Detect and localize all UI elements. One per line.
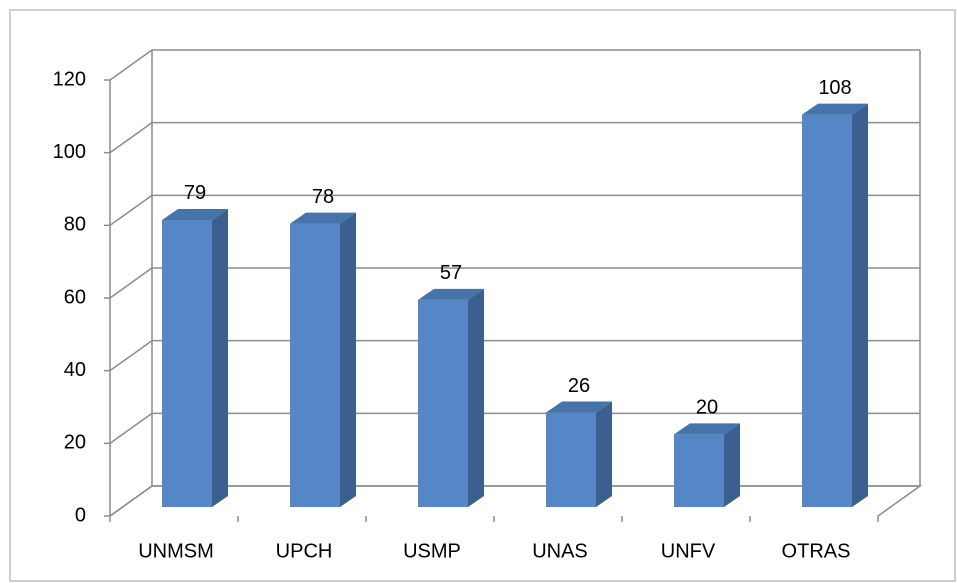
bar-top <box>162 208 228 220</box>
bar-side <box>212 208 228 507</box>
x-tick-label: UNFV <box>661 540 716 562</box>
bar <box>674 434 724 507</box>
data-label: 26 <box>568 375 590 397</box>
grid-line <box>109 49 920 81</box>
y-tick-label: 40 <box>64 359 86 381</box>
x-tick-label: UNMSM <box>138 540 214 562</box>
x-tick-label: USMP <box>403 540 461 562</box>
y-tick-label: 60 <box>64 286 86 308</box>
y-tick-label: 0 <box>75 504 86 526</box>
grid-line <box>109 339 920 372</box>
bar-top <box>546 401 612 413</box>
bar <box>290 223 340 507</box>
x-tick-label: OTRAS <box>782 540 851 562</box>
grid-line <box>109 267 920 299</box>
y-tick-label: 20 <box>64 432 86 454</box>
data-label: 108 <box>818 77 851 99</box>
bar-side <box>724 423 740 507</box>
bar <box>802 114 852 507</box>
y-tick-label: 100 <box>53 141 86 163</box>
bar-side <box>596 401 612 507</box>
data-label: 57 <box>440 262 462 284</box>
bar-top <box>674 423 740 435</box>
bar-top <box>290 212 356 224</box>
data-label: 79 <box>184 182 206 204</box>
bar-top <box>802 103 868 115</box>
x-tick-label: UPCH <box>276 540 333 562</box>
grid-line <box>109 412 920 444</box>
bar <box>418 299 468 507</box>
y-tick-label: 80 <box>64 214 86 236</box>
bar-side <box>340 212 356 507</box>
data-label: 78 <box>312 186 334 208</box>
bar <box>162 219 212 507</box>
bar-side <box>852 103 868 507</box>
x-tick-label: UNAS <box>532 540 588 562</box>
bar <box>546 412 596 507</box>
bar-top <box>418 288 484 300</box>
grid-line <box>109 485 920 517</box>
bar-side <box>468 288 484 507</box>
y-tick-label: 120 <box>53 68 86 90</box>
data-label: 20 <box>696 397 718 419</box>
grid-line <box>109 121 920 154</box>
grid-line <box>109 194 920 226</box>
